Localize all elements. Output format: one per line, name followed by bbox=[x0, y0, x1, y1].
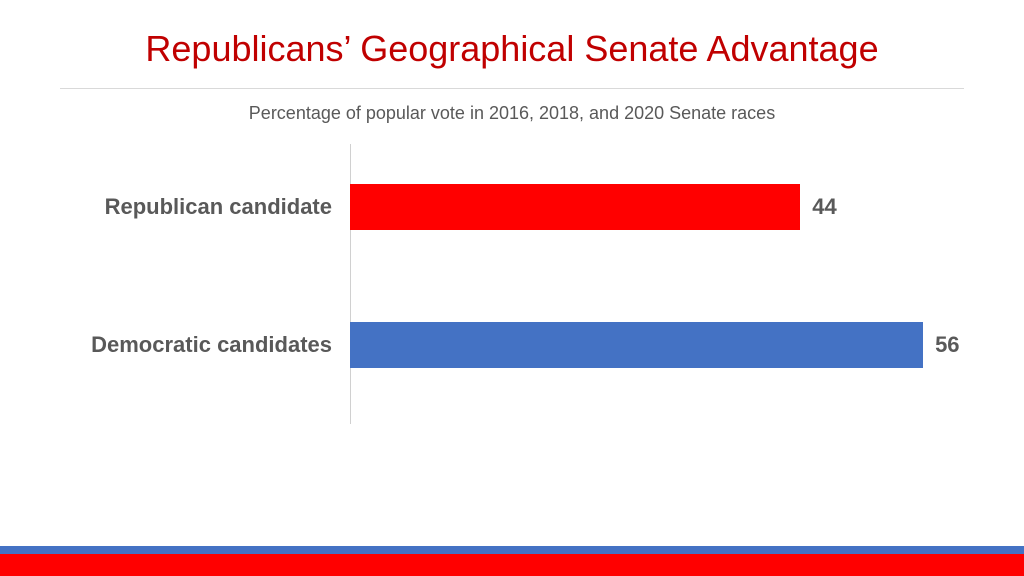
chart-subtitle: Percentage of popular vote in 2016, 2018… bbox=[0, 103, 1024, 124]
bar-value: 56 bbox=[935, 332, 959, 358]
bar-label: Democratic candidates bbox=[60, 332, 350, 358]
bar-label: Republican candidate bbox=[60, 194, 350, 220]
slide: Republicans’ Geographical Senate Advanta… bbox=[0, 0, 1024, 576]
footer-stripes bbox=[0, 546, 1024, 576]
title-divider bbox=[60, 88, 964, 89]
footer-stripe-blue bbox=[0, 546, 1024, 554]
bar: 44 bbox=[350, 184, 800, 230]
bar-value: 44 bbox=[812, 194, 836, 220]
bar-row: Democratic candidates56 bbox=[60, 322, 964, 368]
bar: 56 bbox=[350, 322, 923, 368]
footer-stripe-red bbox=[0, 554, 1024, 576]
bar-track: 44 bbox=[350, 184, 964, 230]
slide-title: Republicans’ Geographical Senate Advanta… bbox=[0, 0, 1024, 70]
bar-track: 56 bbox=[350, 322, 964, 368]
bar-row: Republican candidate44 bbox=[60, 184, 964, 230]
bar-chart: Republican candidate44Democratic candida… bbox=[60, 144, 964, 434]
